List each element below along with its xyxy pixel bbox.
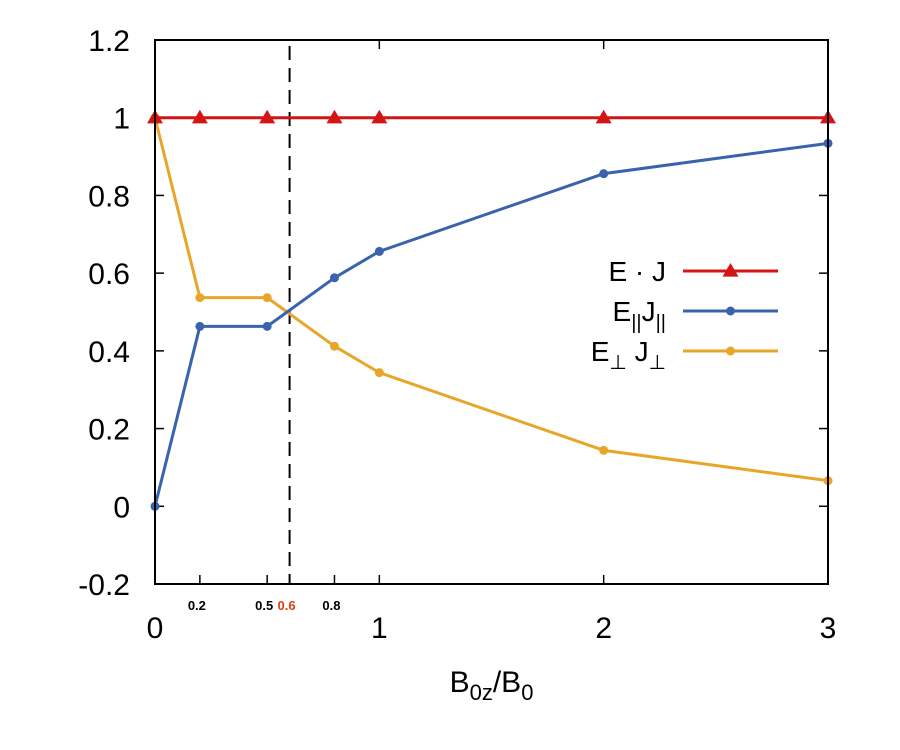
data-point-total <box>326 109 343 124</box>
data-point-total <box>595 109 612 124</box>
y-tick-label: 0.6 <box>88 258 130 291</box>
x-tick-label: 3 <box>820 612 837 645</box>
data-point-total <box>259 109 276 124</box>
x-minor-tick-label: 0.6 <box>278 598 296 613</box>
x-tick-label: 0 <box>147 612 164 645</box>
y-tick-label: 0.4 <box>88 336 130 369</box>
x-minor-tick-label: 0.8 <box>322 598 340 613</box>
data-point-parallel <box>329 273 339 283</box>
legend-marker-perpendicular <box>726 346 735 356</box>
data-point-perpendicular <box>374 368 384 378</box>
data-point-parallel <box>599 169 609 179</box>
data-point-parallel <box>374 246 384 256</box>
legend-label-perpendicular: E⊥ J⊥ <box>591 336 666 374</box>
legend-label-total: E · J <box>608 256 666 287</box>
series-line-perpendicular <box>153 117 829 483</box>
series-line-parallel <box>153 141 829 507</box>
data-point-parallel <box>195 321 205 331</box>
y-tick-label: 0.8 <box>88 180 130 213</box>
y-tick-label: 1 <box>113 103 130 136</box>
y-tick-label: -0.2 <box>78 569 130 602</box>
y-tick-label: 0.2 <box>88 414 130 447</box>
data-point-parallel <box>262 321 272 331</box>
x-minor-tick-label: 0.2 <box>188 598 206 613</box>
y-tick-label: 1.2 <box>88 25 130 58</box>
legend-marker-parallel <box>726 306 735 316</box>
legend-marker-total <box>722 263 739 277</box>
data-point-perpendicular <box>262 293 272 303</box>
x-minor-tick-label: 0.5 <box>255 598 273 613</box>
legend: E · J E||J||E⊥ J⊥ <box>591 256 778 374</box>
data-point-perpendicular <box>599 445 609 455</box>
legend-label-parallel: E||J|| <box>613 296 666 334</box>
plot-frame <box>154 39 829 585</box>
x-tick-label: 2 <box>595 612 612 645</box>
x-tick-label: 1 <box>371 612 388 645</box>
series-group <box>147 46 836 584</box>
data-point-perpendicular <box>329 341 339 351</box>
axes-group: -0.2 0 0.2 0.4 0.6 0.8 1 1.2 0 1 2 3 0.2 0.5 0.6 0.8 <box>78 25 836 645</box>
data-point-total <box>191 109 208 124</box>
data-point-perpendicular <box>195 293 205 303</box>
data-point-total <box>371 109 388 124</box>
x-axis-label: B0z/B0 <box>450 666 534 705</box>
y-tick-label: 0 <box>113 491 130 524</box>
